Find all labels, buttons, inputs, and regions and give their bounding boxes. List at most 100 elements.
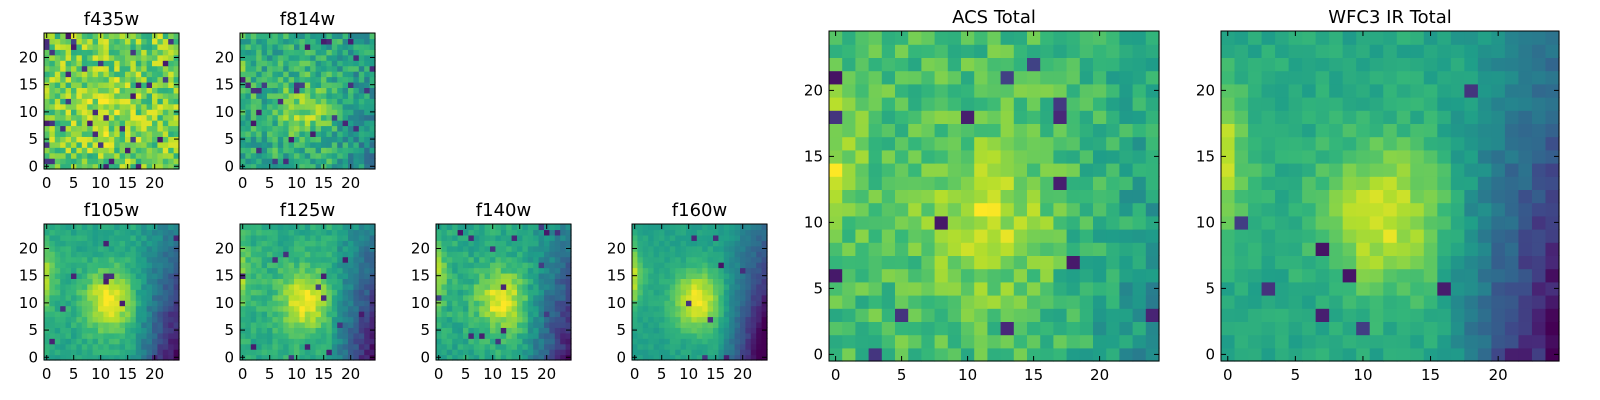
heatmap-cell <box>146 43 153 50</box>
heatmap-cell <box>250 60 257 67</box>
heatmap-cell <box>71 114 77 121</box>
heatmap-cell <box>632 267 638 274</box>
heatmap-cell <box>130 267 137 274</box>
heatmap-cell <box>691 272 698 279</box>
heatmap-cell <box>146 98 153 105</box>
heatmap-cell <box>1261 229 1276 243</box>
heatmap-cell <box>369 98 376 105</box>
heatmap-cell <box>1302 215 1317 230</box>
heatmap-cell <box>299 71 306 78</box>
heatmap-cell <box>473 300 480 307</box>
heatmap-cell <box>315 349 322 356</box>
heatmap-cell <box>1531 215 1547 230</box>
heatmap-cell <box>1288 163 1303 177</box>
heatmap-cell <box>103 81 110 88</box>
heatmap-cell <box>648 321 655 328</box>
heatmap-cell <box>653 240 660 247</box>
heatmap-cell <box>71 338 77 345</box>
heatmap-cell <box>1450 242 1465 256</box>
heatmap-cell <box>691 245 698 252</box>
heatmap-cell <box>1013 308 1028 322</box>
heatmap-cell <box>240 289 246 296</box>
heatmap-cell <box>1053 255 1068 270</box>
heatmap-cell <box>511 278 518 285</box>
heatmap-cell <box>1013 189 1028 204</box>
heatmap-cell <box>130 92 137 99</box>
heatmap-cell <box>702 267 709 274</box>
heatmap-cell <box>135 305 142 312</box>
heatmap-cell <box>987 215 1002 230</box>
heatmap-cell <box>675 262 682 269</box>
heatmap-cell <box>331 262 338 269</box>
heatmap-cell <box>162 33 169 40</box>
heatmap-cell <box>130 98 137 105</box>
heatmap-cell <box>108 332 115 339</box>
heatmap-cell <box>468 294 475 301</box>
heatmap-cell <box>490 289 496 296</box>
heatmap-cell <box>87 338 94 345</box>
heatmap-cell <box>364 109 371 116</box>
heatmap-cell <box>283 163 290 170</box>
heatmap-cell <box>141 109 148 116</box>
heatmap-cell <box>71 109 77 116</box>
heatmap-cell <box>65 103 72 110</box>
heatmap-cell <box>511 234 518 241</box>
heatmap-cell <box>1491 189 1506 204</box>
heatmap-cell <box>135 267 142 274</box>
heatmap-cell <box>632 278 638 285</box>
heatmap-cell <box>1437 202 1452 217</box>
heatmap-cell <box>337 81 344 88</box>
heatmap-cell <box>648 349 655 356</box>
heatmap-cell <box>299 38 306 45</box>
heatmap-cell <box>288 163 295 170</box>
heatmap-cell <box>538 256 545 263</box>
heatmap-cell <box>240 343 246 350</box>
heatmap-cell <box>353 125 360 132</box>
heatmap-cell <box>326 158 333 165</box>
heatmap-cell <box>364 256 371 263</box>
heatmap-cell <box>348 98 354 105</box>
heatmap-cell <box>1053 321 1068 336</box>
heatmap-cell <box>310 38 317 45</box>
heatmap-cell <box>261 33 268 40</box>
heatmap-cell <box>495 349 502 356</box>
heatmap-cell <box>49 234 56 241</box>
heatmap-cell <box>750 245 757 252</box>
heatmap-cell <box>326 245 333 252</box>
heatmap-cell <box>691 283 698 290</box>
heatmap-cell <box>1545 229 1560 243</box>
heatmap-cell <box>632 234 638 241</box>
heatmap-cell <box>76 49 83 56</box>
heatmap-cell <box>632 349 638 356</box>
heatmap-cell <box>337 327 344 334</box>
heatmap-cell <box>745 234 752 241</box>
heatmap-cell <box>135 103 142 110</box>
heatmap-cell <box>1545 347 1560 362</box>
heatmap-cell <box>1504 321 1520 336</box>
heatmap-cell <box>119 332 126 339</box>
heatmap-cell <box>1450 295 1465 309</box>
heatmap-cell <box>44 283 50 290</box>
heatmap-cell <box>288 338 295 345</box>
heatmap-cell <box>648 251 655 258</box>
heatmap-cell <box>554 354 561 361</box>
heatmap-cell <box>321 120 327 127</box>
heatmap-cell <box>310 278 317 285</box>
heatmap-cell <box>331 272 338 279</box>
heatmap-cell <box>299 332 306 339</box>
heatmap-cell <box>713 305 719 312</box>
heatmap-cell <box>267 262 273 269</box>
heatmap-cell <box>1093 308 1107 322</box>
y-tick-label: 0 <box>813 345 823 363</box>
heatmap-cell <box>49 245 56 252</box>
heatmap-cell <box>81 327 88 334</box>
heatmap-cell <box>1356 242 1371 256</box>
heatmap-cell <box>54 65 61 72</box>
heatmap-cell <box>157 305 164 312</box>
heatmap-cell <box>560 267 567 274</box>
heatmap-cell <box>71 321 77 328</box>
heatmap-cell <box>49 256 56 263</box>
heatmap-cell <box>745 294 752 301</box>
heatmap-cell <box>76 321 83 328</box>
